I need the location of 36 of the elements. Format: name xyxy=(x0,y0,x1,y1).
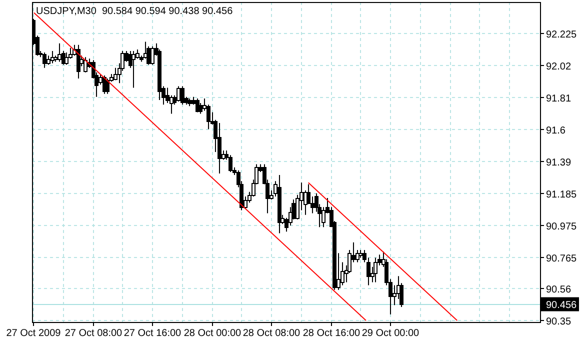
y-tick-label: 90.35 xyxy=(546,316,572,328)
x-tick-label: 28 Oct 00:00 xyxy=(184,328,242,339)
y-tick-label: 92.02 xyxy=(546,62,572,72)
x-tick-label: 29 Oct 00:00 xyxy=(362,328,420,339)
candlestick xyxy=(46,55,50,66)
y-tick-label: 90.975 xyxy=(546,222,578,232)
candlestick xyxy=(146,46,150,66)
x-tick-label: 27 Oct 16:00 xyxy=(124,328,182,339)
x-tick-label: 27 Oct 08:00 xyxy=(64,328,123,339)
y-tick-label: 91.39 xyxy=(546,158,572,168)
y-tick-label: 92.225 xyxy=(546,30,578,40)
candlestick xyxy=(228,154,232,172)
candlestick xyxy=(150,46,154,66)
y-tick-label: 91.185 xyxy=(546,190,578,200)
candlestick xyxy=(42,52,46,68)
candlestick xyxy=(176,86,180,102)
ref-line-label: 90.456 xyxy=(546,300,578,312)
candlestick xyxy=(84,56,88,73)
y-tick-label: 91.81 xyxy=(546,94,572,104)
candlestick xyxy=(310,196,314,214)
candlestick xyxy=(180,86,184,106)
candlestick xyxy=(132,50,136,88)
y-tick-label: 90.765 xyxy=(546,254,578,264)
x-tick-label: 28 Oct 16:00 xyxy=(302,328,361,339)
x-tick-label: 27 Oct 2009 xyxy=(6,328,62,339)
x-tick-label: 28 Oct 08:00 xyxy=(242,328,301,339)
chart-title: USDJPY,M30 90.584 90.594 90.438 90.456 xyxy=(36,6,234,17)
y-tick-label: 90.56 xyxy=(546,284,572,296)
candlestick xyxy=(374,257,378,283)
candlestick xyxy=(218,122,222,174)
candlestick xyxy=(64,52,68,66)
candlestick xyxy=(58,42,62,62)
candlestick xyxy=(106,78,110,94)
candlestick xyxy=(114,67,118,81)
y-tick-label: 91.6 xyxy=(546,126,566,136)
candlestick xyxy=(198,102,202,114)
